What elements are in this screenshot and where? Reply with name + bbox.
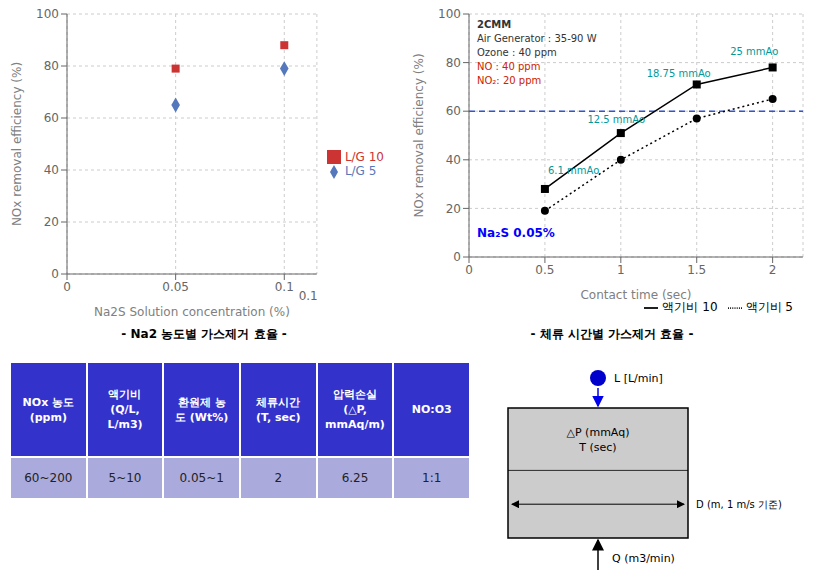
html-text:NOx 농도 (ppm): NOx 농도 (ppm): [22, 395, 75, 424]
html-text:2CMM: 2CMM: [477, 19, 512, 30]
svg-text:12.5 mmAo: 12.5 mmAo: [587, 114, 645, 125]
html-text:NO:O3: NO:O3: [411, 403, 452, 416]
html-text:Ozone : 40 ppm: Ozone : 40 ppm: [477, 47, 557, 58]
html-text:L/G 5: L/G 5: [344, 164, 377, 178]
svg-text:60: 60: [446, 104, 461, 118]
svg-text:0.05: 0.05: [162, 280, 189, 294]
html-text:6.25: 6.25: [341, 471, 369, 485]
html-text:60~200: 60~200: [24, 471, 73, 485]
svg-text:25 mmAo: 25 mmAo: [730, 46, 778, 57]
html-text:액기비 5: 액기비 5: [745, 300, 793, 314]
html-text:1:1: 1:1: [422, 471, 442, 485]
svg-text:0.1: 0.1: [275, 280, 294, 294]
svg-text:1: 1: [617, 263, 625, 277]
svg-text:NOx removal efficiency (%): NOx removal efficiency (%): [10, 62, 24, 226]
svg-text:D (m, 1 m/s 기준): D (m, 1 m/s 기준): [696, 499, 782, 510]
html-text:액기비 10: 액기비 10: [662, 300, 718, 314]
svg-text:Na2S Solution concentration (%: Na2S Solution concentration (%): [94, 305, 290, 319]
svg-text:0.5: 0.5: [535, 263, 554, 277]
svg-text:Q (m3/min): Q (m3/min): [612, 552, 675, 565]
svg-text:6.1 mmAo: 6.1 mmAo: [548, 165, 599, 176]
svg-text:18.75 mmAo: 18.75 mmAo: [647, 68, 711, 79]
html-text:Air Generator : 35-90 W: Air Generator : 35-90 W: [477, 33, 597, 44]
svg-text:100: 100: [36, 7, 59, 21]
html-text:액기비 (Q/L, L/m3): 액기비 (Q/L, L/m3): [107, 388, 143, 431]
html-text:- 체류 시간별 가스제거 효율 -: - 체류 시간별 가스제거 효율 -: [530, 327, 694, 341]
html-text:- Na2 농도별 가스제거 효율 -: - Na2 농도별 가스제거 효율 -: [121, 327, 287, 341]
svg-text:100: 100: [438, 7, 461, 21]
html-text:NO : 40 ppm: NO : 40 ppm: [477, 61, 541, 72]
html-text:2: 2: [274, 471, 283, 485]
svg-text:60: 60: [44, 111, 59, 125]
svg-text:1.5: 1.5: [687, 263, 706, 277]
html-text:체류시간 (T, sec): 체류시간 (T, sec): [256, 395, 301, 424]
html-text:NO₂: 20 ppm: NO₂: 20 ppm: [477, 75, 542, 86]
svg-text:80: 80: [44, 59, 59, 73]
svg-text:0.1: 0.1: [299, 289, 318, 303]
html-text:0.05~1: 0.05~1: [179, 471, 224, 485]
svg-text:20: 20: [446, 202, 461, 216]
html-text:5~10: 5~10: [108, 471, 142, 485]
svg-text:△P (mmAq)T (sec): △P (mmAq)T (sec): [567, 426, 630, 454]
html-text:압력손실 (△P, mmAq/m): 압력손실 (△P, mmAq/m): [325, 388, 385, 431]
html-text:L/G 10: L/G 10: [344, 149, 384, 164]
svg-text:40: 40: [446, 153, 461, 167]
svg-text:80: 80: [446, 56, 461, 70]
svg-text:40: 40: [44, 163, 59, 177]
svg-text:0: 0: [51, 267, 59, 281]
svg-text:0: 0: [63, 280, 71, 294]
svg-text:Contact time (sec): Contact time (sec): [580, 288, 691, 302]
svg-text:20: 20: [44, 215, 59, 229]
svg-text:L [L/min]: L [L/min]: [614, 372, 663, 385]
svg-text:2: 2: [769, 263, 777, 277]
svg-text:0: 0: [465, 263, 473, 277]
svg-text:NOx removal efficiency (%): NOx removal efficiency (%): [412, 53, 426, 217]
html-text:Na₂S 0.05%: Na₂S 0.05%: [477, 226, 555, 240]
svg-text:0: 0: [453, 250, 461, 264]
html-text:환원제 농 도 (Wt%): 환원제 농 도 (Wt%): [175, 395, 229, 424]
